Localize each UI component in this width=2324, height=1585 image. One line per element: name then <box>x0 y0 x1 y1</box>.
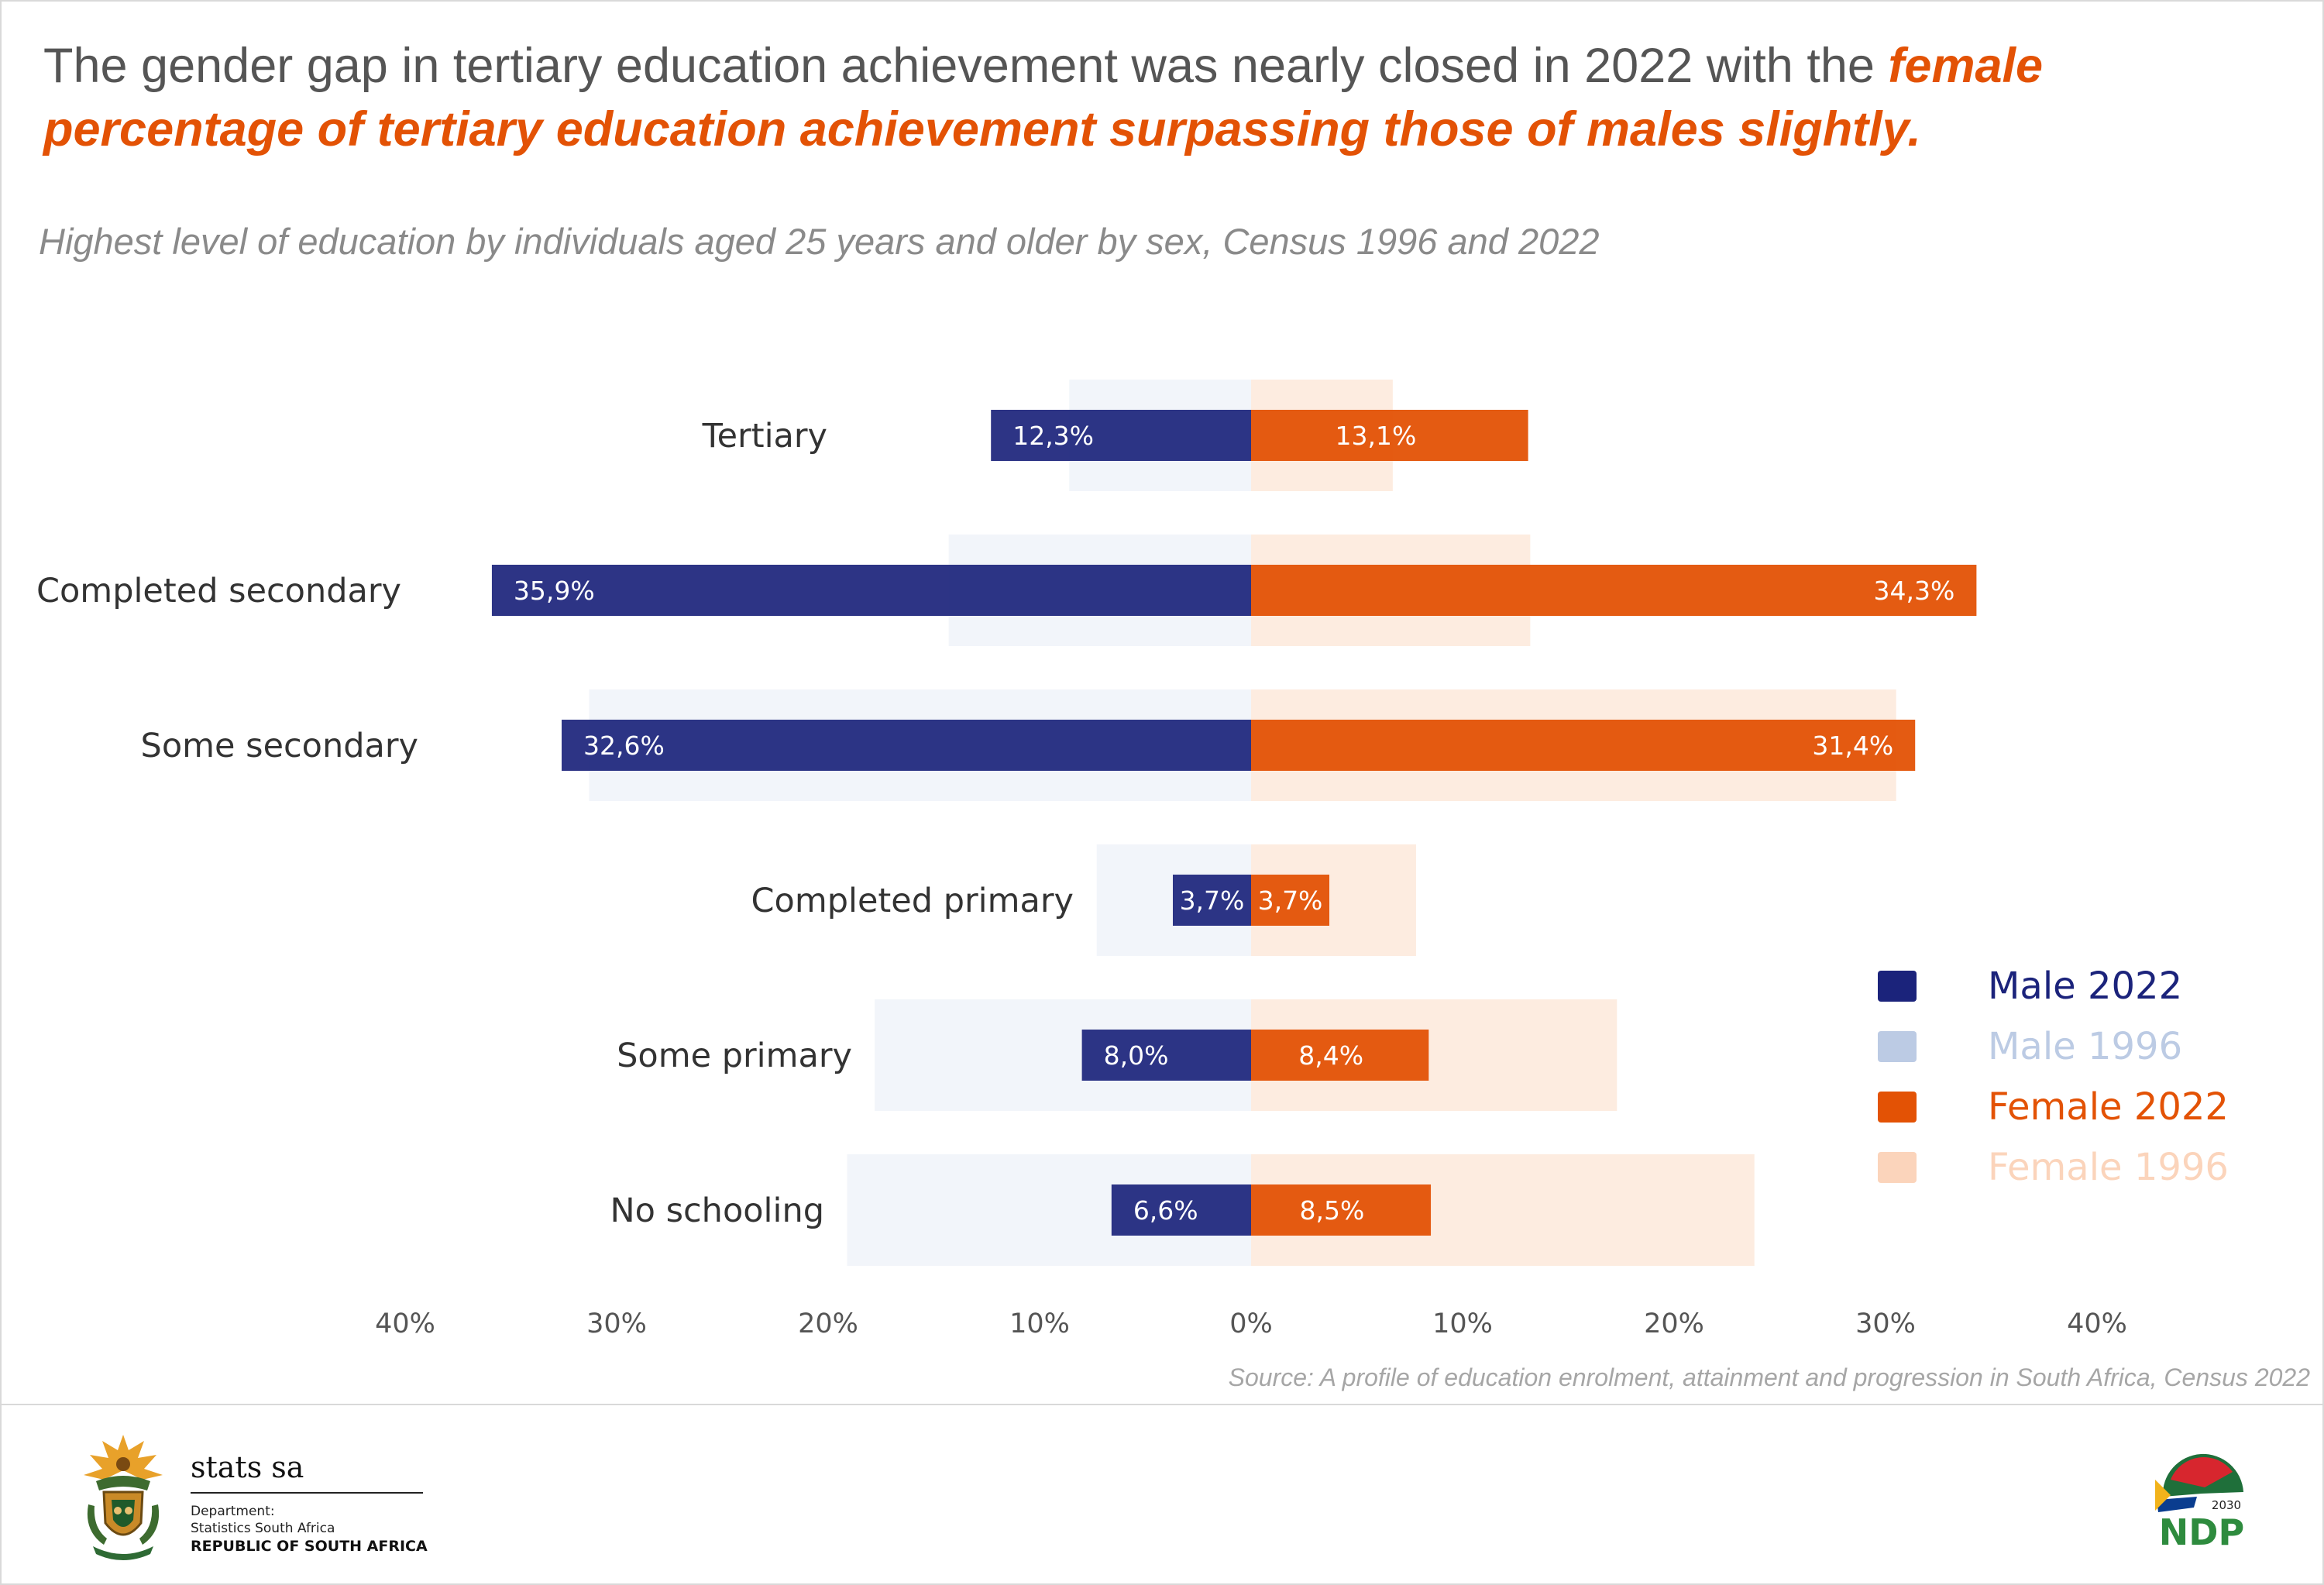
bar-male-2022 <box>991 410 1251 461</box>
category-label: Some primary <box>617 1037 852 1075</box>
bar-male-2022 <box>562 720 1251 771</box>
headline: The gender gap in tertiary education ach… <box>43 34 2274 161</box>
bar-male-2022 <box>1172 875 1251 926</box>
data-label-female-2022: 34,3% <box>1874 576 1955 606</box>
x-tick-label: 30% <box>586 1308 647 1339</box>
x-tick-label: 20% <box>1644 1308 1704 1339</box>
data-label-male-2022: 8,0% <box>1104 1040 1169 1071</box>
data-label-female-2022: 8,4% <box>1298 1040 1363 1071</box>
legend-label: Female 2022 <box>1988 1085 2229 1129</box>
data-label-male-2022: 12,3% <box>1012 421 1094 451</box>
chart-subtitle: Highest level of education by individual… <box>39 221 1600 262</box>
legend-swatch <box>1878 1031 1917 1062</box>
stats-sa-brand: stats sa <box>191 1450 423 1494</box>
category-label: Completed primary <box>751 882 1074 920</box>
data-label-male-2022: 32,6% <box>583 731 665 761</box>
headline-text: The gender gap in tertiary education ach… <box>43 39 1889 93</box>
x-tick-label: 0% <box>1229 1308 1273 1339</box>
bar-female-2022 <box>1251 875 1330 926</box>
legend-swatch <box>1878 971 1917 1002</box>
bar-female-2022 <box>1251 1184 1432 1236</box>
x-tick-label: 10% <box>1009 1308 1070 1339</box>
x-tick-label: 30% <box>1855 1308 1916 1339</box>
bar-male-2022 <box>1081 1030 1251 1081</box>
bar-male-2022 <box>491 565 1251 616</box>
bar-female-2022 <box>1251 410 1528 461</box>
ndp-text: NDP <box>2159 1511 2244 1553</box>
dept-label: Department: <box>191 1504 275 1519</box>
data-label-male-2022: 35,9% <box>514 576 595 606</box>
bar-female-2022 <box>1251 1030 1429 1081</box>
category-label: Some secondary <box>141 727 418 765</box>
legend-label: Female 1996 <box>1988 1146 2229 1189</box>
coat-of-arms-logo <box>73 1430 174 1566</box>
x-tick-label: 20% <box>798 1308 858 1339</box>
ndp-year: 2030 <box>2212 1498 2241 1512</box>
bar-female-2022 <box>1251 565 1977 616</box>
bar-male-2022 <box>1111 1184 1251 1236</box>
source-note: Source: A profile of education enrolment… <box>1228 1363 2310 1391</box>
footer-divider <box>0 1404 2324 1405</box>
department-block: stats sa Department: Statistics South Af… <box>191 1450 428 1556</box>
legend-swatch <box>1878 1152 1917 1183</box>
data-label-female-2022: 8,5% <box>1300 1195 1365 1226</box>
data-label-male-2022: 3,7% <box>1180 885 1245 916</box>
x-tick-label: 10% <box>1432 1308 1493 1339</box>
diverging-bar-chart: 12,3% 13,1% Tertiary 35,9% 34,3% Completed se… <box>36 380 2229 1339</box>
data-label-female-2022: 31,4% <box>1812 731 1893 761</box>
data-label-female-2022: 3,7% <box>1258 885 1323 916</box>
ndp-2030-logo: 2030 NDP <box>2147 1449 2256 1561</box>
x-tick-label: 40% <box>2067 1308 2127 1339</box>
legend-label: Male 1996 <box>1988 1025 2182 1068</box>
data-label-female-2022: 13,1% <box>1336 421 1417 451</box>
category-label: Completed secondary <box>36 572 401 610</box>
legend-swatch <box>1878 1092 1917 1123</box>
legend-label: Male 2022 <box>1988 964 2182 1008</box>
category-label: No schooling <box>610 1191 825 1230</box>
category-label: Tertiary <box>702 417 827 456</box>
bar-female-2022 <box>1251 720 1916 771</box>
dept-name: Statistics South Africa <box>191 1521 335 1536</box>
x-tick-label: 40% <box>375 1308 435 1339</box>
headline-highlight: female percentage of tertiary education … <box>43 39 2044 156</box>
data-label-male-2022: 6,6% <box>1133 1195 1198 1226</box>
republic-name: REPUBLIC OF SOUTH AFRICA <box>191 1538 428 1555</box>
